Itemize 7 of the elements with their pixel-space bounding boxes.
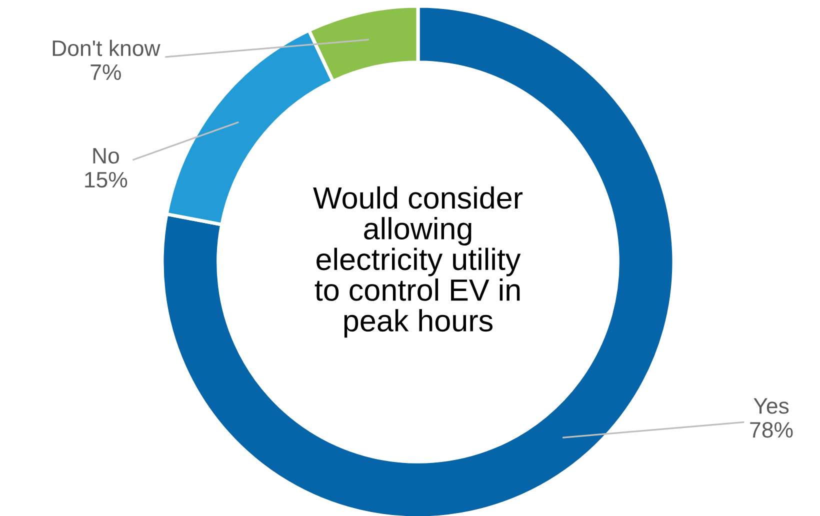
data-label: 15% (85, 172, 128, 188)
slice-label: No (93, 148, 119, 164)
data-label: 7% (90, 64, 121, 80)
slice-label: Don't know (52, 40, 160, 56)
data-label: 78% (750, 422, 793, 438)
text: Would consider allowing electricity utility to control EV in peak hours (313, 186, 523, 338)
slice-label: Yes (754, 398, 789, 414)
